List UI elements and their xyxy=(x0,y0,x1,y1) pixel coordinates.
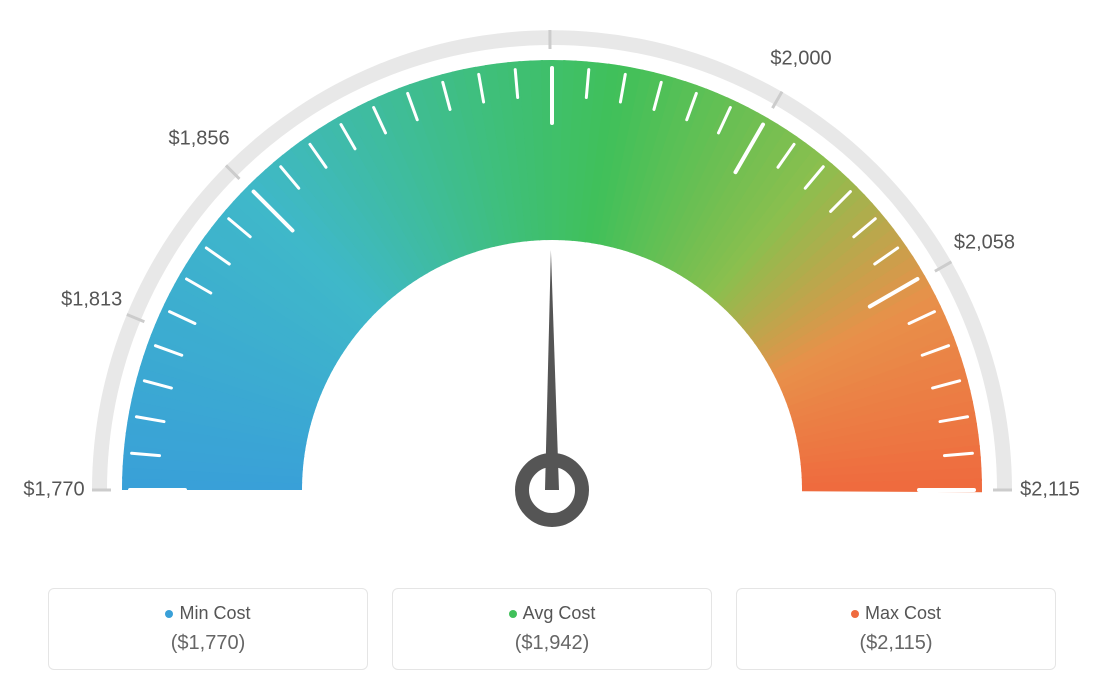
legend-label-text: Avg Cost xyxy=(523,603,596,623)
cost-gauge-widget: $1,770 $1,813 $1,856 $1,942 $2,000 $2,058 $2,1… xyxy=(0,0,1104,690)
dot-icon xyxy=(851,610,859,618)
gauge-tick-label: $1,856 xyxy=(168,127,229,150)
gauge-tick-label: $2,000 xyxy=(770,47,831,70)
legend-label-text: Max Cost xyxy=(865,603,941,623)
legend-label-min: Min Cost xyxy=(59,603,357,624)
dot-icon xyxy=(509,610,517,618)
gauge-tick-label: $2,115 xyxy=(1020,479,1080,502)
legend-label-max: Max Cost xyxy=(747,603,1045,624)
legend-card-avg: Avg Cost ($1,942) xyxy=(392,588,712,670)
legend-label-text: Min Cost xyxy=(179,603,250,623)
legend-value-max: ($2,115) xyxy=(747,632,1045,655)
gauge-tick-label: $1,770 xyxy=(23,479,84,502)
legend-value-avg: ($1,942) xyxy=(403,632,701,655)
legend-card-max: Max Cost ($2,115) xyxy=(736,588,1056,670)
gauge-chart: $1,770 $1,813 $1,856 $1,942 $2,000 $2,058 $2,1… xyxy=(0,0,1104,540)
legend-label-avg: Avg Cost xyxy=(403,603,701,624)
legend-row: Min Cost ($1,770) Avg Cost ($1,942) Max … xyxy=(0,588,1104,670)
legend-card-min: Min Cost ($1,770) xyxy=(48,588,368,670)
gauge-tick-label: $1,942 xyxy=(519,0,580,4)
gauge-tick-label: $2,058 xyxy=(954,231,1015,254)
gauge-tick-label: $1,813 xyxy=(61,288,122,311)
legend-value-min: ($1,770) xyxy=(59,632,357,655)
dot-icon xyxy=(165,610,173,618)
